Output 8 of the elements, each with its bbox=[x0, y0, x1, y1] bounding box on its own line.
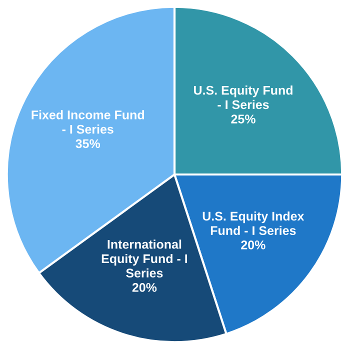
slice-label: U.S. Equity Index Fund - I Series bbox=[202, 211, 304, 236]
slice-label: U.S. Equity Fund - I Series bbox=[194, 86, 292, 110]
data-label: 20% bbox=[241, 240, 266, 250]
slice-label: Fixed Income Fund - I Series bbox=[32, 110, 144, 134]
data-label: 25% bbox=[231, 114, 256, 124]
data-label: 35% bbox=[76, 139, 100, 148]
data-label: 20% bbox=[132, 283, 157, 292]
slice-label: International Equity Fund - I Series bbox=[102, 240, 188, 278]
